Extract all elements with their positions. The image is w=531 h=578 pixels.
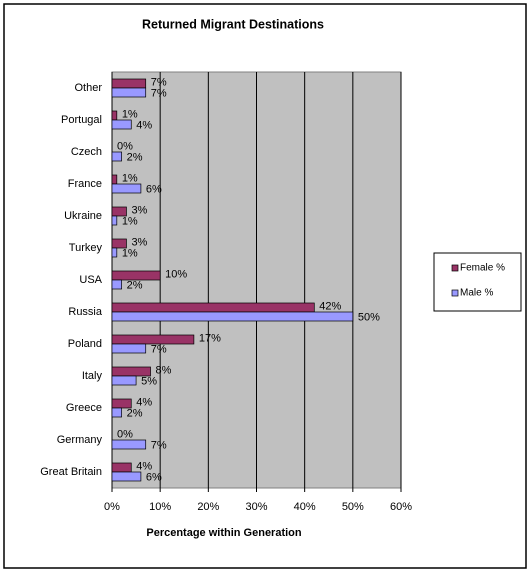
value-label: 4% <box>136 119 152 131</box>
y-tick-label: Poland <box>68 338 102 350</box>
y-tick-label: USA <box>79 274 102 286</box>
bar <box>111 174 118 185</box>
value-label: 17% <box>199 332 221 344</box>
bar <box>111 215 118 226</box>
value-label: 3% <box>131 236 147 248</box>
bar <box>111 334 195 345</box>
value-label: 3% <box>131 204 147 216</box>
value-label: 4% <box>136 460 152 472</box>
value-label: 10% <box>165 268 187 280</box>
x-tick-label: 20% <box>197 501 219 513</box>
legend-swatch <box>451 264 459 272</box>
value-label: 0% <box>117 428 133 440</box>
bar <box>111 270 161 281</box>
y-tick-label: Great Britain <box>40 466 102 478</box>
value-label: 1% <box>122 172 138 184</box>
value-label: 7% <box>151 343 167 355</box>
y-tick-label: Turkey <box>69 242 103 254</box>
bar <box>111 302 315 313</box>
value-label: 7% <box>151 76 167 88</box>
value-label: 0% <box>117 140 133 152</box>
y-tick-label: Russia <box>68 306 103 318</box>
x-tick-label: 60% <box>390 501 412 513</box>
bar <box>111 119 132 130</box>
legend-label: Female % <box>460 263 505 274</box>
y-tick-label: Czech <box>71 146 102 158</box>
value-label: 8% <box>156 364 172 376</box>
bar <box>111 238 127 249</box>
value-label: 5% <box>141 375 157 387</box>
value-label: 1% <box>122 215 138 227</box>
y-tick-label: France <box>68 178 102 190</box>
value-label: 7% <box>151 87 167 99</box>
value-label: 1% <box>122 108 138 120</box>
bar <box>111 183 142 194</box>
value-label: 2% <box>127 279 143 291</box>
value-label: 1% <box>122 247 138 259</box>
legend <box>433 252 522 312</box>
value-label: 6% <box>146 471 162 483</box>
value-label: 4% <box>136 396 152 408</box>
bar <box>111 343 147 354</box>
x-tick-label: 30% <box>245 501 267 513</box>
x-tick-label: 0% <box>104 501 120 513</box>
bar <box>111 78 147 89</box>
bar <box>111 110 118 121</box>
value-label: 2% <box>127 151 143 163</box>
y-tick-label: Ukraine <box>64 210 102 222</box>
bar <box>111 206 127 217</box>
bar <box>111 471 142 482</box>
value-label: 50% <box>358 311 380 323</box>
x-tick-label: 40% <box>294 501 316 513</box>
bar <box>111 439 147 450</box>
x-tick-label: 10% <box>149 501 171 513</box>
chart-title: Returned Migrant Destinations <box>142 17 324 31</box>
y-tick-label: Other <box>74 82 102 94</box>
bar <box>111 151 122 162</box>
x-tick-label: 50% <box>342 501 364 513</box>
x-axis-label: Percentage within Generation <box>146 527 302 539</box>
value-label: 42% <box>319 300 341 312</box>
bar <box>111 279 122 290</box>
value-label: 7% <box>151 439 167 451</box>
y-tick-label: Italy <box>82 370 103 382</box>
value-label: 2% <box>127 407 143 419</box>
y-tick-label: Greece <box>66 402 102 414</box>
bar <box>111 375 137 386</box>
bar <box>111 247 118 258</box>
legend-swatch <box>451 289 459 297</box>
bar <box>111 407 122 418</box>
value-label: 6% <box>146 183 162 195</box>
y-tick-label: Germany <box>57 434 103 446</box>
y-tick-label: Portugal <box>61 114 102 126</box>
bar <box>111 87 147 98</box>
legend-label: Male % <box>460 288 493 299</box>
bar <box>111 311 354 322</box>
bar <box>111 462 132 473</box>
